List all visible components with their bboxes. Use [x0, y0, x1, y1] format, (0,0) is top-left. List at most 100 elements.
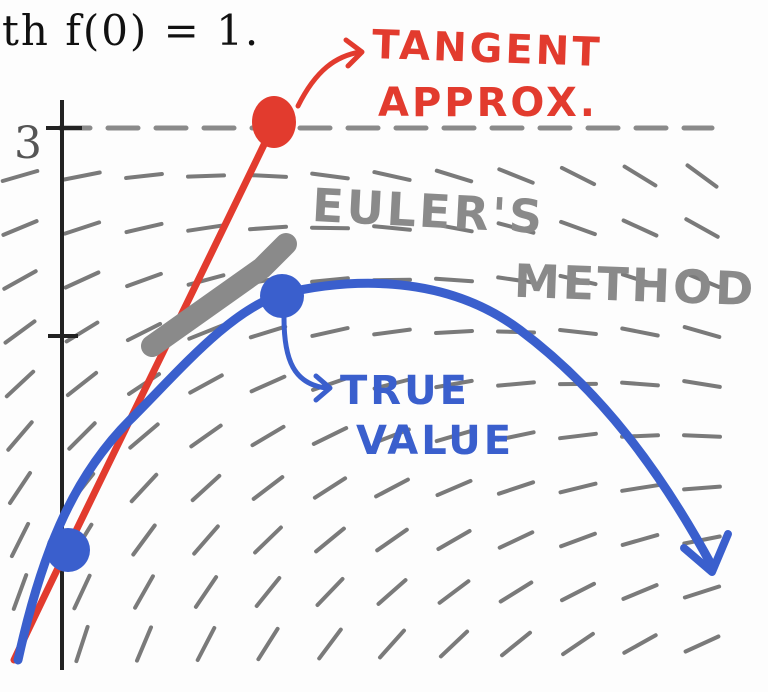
slope-dash	[620, 483, 660, 493]
slope-dash	[186, 173, 226, 179]
slope-dash	[62, 220, 102, 236]
initial-point-dot	[46, 528, 90, 572]
slope-dash	[372, 377, 412, 391]
slope-dash	[685, 163, 719, 189]
slope-dash	[248, 173, 288, 179]
slope-dash	[190, 473, 222, 503]
slope-dash	[1, 219, 39, 237]
slope-dash	[620, 326, 660, 338]
slope-dash	[434, 276, 474, 284]
slope-dash	[188, 373, 224, 395]
slope-dash	[310, 276, 350, 284]
slope-dash	[559, 219, 597, 237]
slope-dash	[3, 319, 37, 345]
slope-dash	[65, 370, 99, 398]
true-value-label-line1: TRUE	[340, 368, 470, 414]
slope-dash	[496, 275, 536, 285]
slope-dash	[436, 529, 472, 551]
slope-dash	[559, 165, 597, 187]
slope-dash	[310, 225, 350, 231]
slope-dash	[496, 430, 536, 442]
slope-dash	[135, 625, 153, 663]
tangent-pointer-arrow	[295, 49, 363, 109]
slope-dash	[310, 171, 350, 181]
slope-dash	[129, 472, 159, 504]
true-value-pointer-arrow	[281, 315, 329, 391]
tangent-line	[10, 120, 278, 664]
slope-dash	[372, 327, 412, 337]
tangent-pointer-arrowhead	[343, 37, 365, 69]
y-axis-label-3: 3	[14, 118, 42, 169]
slope-dash	[496, 221, 536, 235]
slope-dash	[558, 328, 598, 336]
slope-dash	[561, 631, 595, 657]
slope-dash	[497, 530, 535, 550]
slope-dash	[192, 524, 220, 556]
euler-method-polyline	[141, 233, 297, 357]
slope-dash	[682, 484, 722, 492]
slope-dash	[253, 525, 283, 555]
slope-dash	[621, 583, 659, 601]
slope-dash	[372, 224, 412, 232]
slope-dash	[622, 164, 658, 188]
slope-dash	[4, 369, 36, 399]
slope-dash	[2, 269, 38, 291]
slope-dash	[133, 574, 155, 610]
slope-dash	[125, 321, 163, 343]
slope-dash	[434, 168, 474, 184]
true-value-label-line2: VALUE	[356, 418, 515, 464]
slope-dash	[620, 533, 660, 547]
slope-dash	[434, 428, 474, 444]
true-value-dot	[260, 274, 304, 318]
tangent-label-line2: APPROX.	[378, 80, 599, 126]
slope-dash	[315, 577, 345, 607]
slope-dash	[372, 170, 412, 182]
true-solution-curve	[13, 278, 717, 665]
slope-dash	[317, 627, 343, 661]
slope-dash	[74, 624, 90, 664]
slope-dash	[621, 218, 659, 238]
slope-dash	[8, 471, 32, 505]
slope-dash	[67, 421, 97, 451]
slope-dash	[684, 217, 720, 239]
slope-dash	[622, 633, 658, 655]
slope-dash	[248, 324, 288, 340]
slope-dash	[125, 271, 163, 289]
tangent-endpoint-dot	[252, 96, 296, 148]
slope-dash	[72, 573, 92, 611]
slope-dash	[559, 531, 597, 549]
slope-dash	[249, 374, 287, 394]
slope-dash	[620, 272, 660, 288]
slope-dash	[682, 584, 722, 600]
slope-dash	[682, 325, 722, 339]
slope-dash	[438, 629, 470, 659]
slope-dash	[434, 222, 474, 234]
slope-dash	[186, 223, 226, 233]
slope-dash	[376, 578, 408, 606]
slope-dash	[373, 427, 411, 445]
slope-dash	[311, 426, 349, 446]
slope-dash	[256, 626, 280, 662]
slope-dash	[560, 581, 596, 603]
slope-dash	[434, 378, 474, 390]
slope-dash	[496, 480, 536, 496]
slope-dash	[682, 379, 722, 389]
slope-dash	[9, 521, 31, 559]
euler-label-line2: METHOD	[513, 253, 758, 317]
slope-dash	[248, 224, 288, 232]
slope-dash	[374, 477, 410, 499]
slope-dash	[434, 329, 474, 335]
slope-dash	[64, 320, 100, 344]
slope-dash	[254, 576, 282, 608]
slope-dash	[683, 634, 721, 654]
slope-dash	[683, 271, 721, 289]
slope-dash	[193, 575, 219, 609]
slope-dash	[11, 573, 29, 611]
true-solution-arrowhead	[680, 530, 732, 576]
slope-dash	[682, 433, 722, 439]
slope-dash	[0, 169, 40, 183]
slope-dash	[6, 420, 34, 452]
slope-dash	[63, 270, 101, 290]
slope-dash	[312, 476, 348, 500]
